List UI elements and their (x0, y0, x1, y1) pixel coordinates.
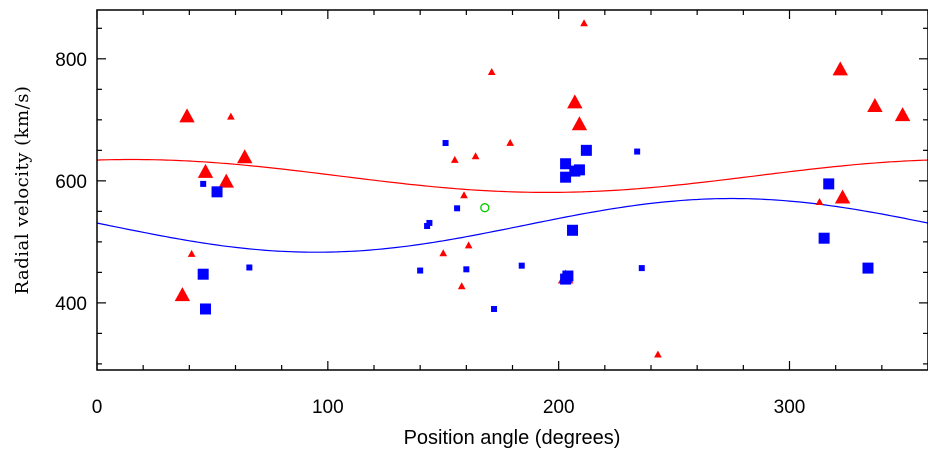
blue-square-point (818, 232, 830, 244)
model-curves (96, 158, 928, 253)
y-axis-title: Radial velocity (km/s) (12, 86, 33, 295)
model-curve-blue (96, 197, 928, 253)
x-tick-label: 0 (92, 397, 103, 418)
red-triangle-point (197, 163, 214, 178)
blue-square-point (200, 180, 207, 187)
red-triangle-point (487, 68, 496, 76)
blue-square-point (197, 268, 209, 280)
blue-square-point (862, 262, 874, 274)
data-points (174, 19, 911, 358)
blue-square-point (246, 264, 253, 271)
red-triangle-point (464, 241, 473, 249)
red-triangle-point (567, 94, 583, 109)
blue-square-point (199, 303, 211, 315)
red-triangle-point (580, 19, 588, 27)
x-tick-label: 300 (774, 397, 806, 418)
y-tick-label: 600 (55, 172, 87, 193)
red-triangle-point (832, 61, 848, 76)
x-tick-label: 200 (543, 397, 575, 418)
blue-square-point (823, 178, 835, 190)
green-circle-point (480, 203, 490, 213)
y-tick-label: 400 (55, 294, 87, 315)
x-tick-label: 100 (312, 397, 344, 418)
blue-square-point (426, 219, 433, 226)
blue-square-point (634, 148, 641, 155)
axis-ticks: 0 100 200 300 400 600 800 (55, 10, 928, 418)
red-triangle-point (218, 173, 234, 188)
blue-square-point (560, 171, 572, 183)
red-triangle-point (571, 116, 588, 131)
blue-square-point (580, 144, 592, 156)
blue-square-point (211, 186, 223, 198)
red-triangle-point (439, 249, 448, 257)
blue-square-point (560, 158, 572, 170)
red-triangle-point (227, 112, 235, 120)
blue-square-point (567, 224, 579, 236)
blue-square-point (454, 205, 461, 212)
blue-square-point (463, 266, 470, 273)
red-triangle-point (450, 155, 459, 163)
red-triangle-point (237, 149, 253, 164)
blue-square-point (638, 265, 645, 272)
red-triangle-point (460, 191, 468, 199)
blue-square-point (442, 140, 449, 147)
red-triangle-point (654, 350, 662, 358)
blue-square-point (424, 223, 431, 229)
blue-square-point (573, 164, 585, 176)
blue-square-point (491, 305, 498, 312)
blue-square-point (518, 262, 525, 269)
red-triangle-point (867, 98, 883, 113)
y-tick-label: 800 (55, 50, 87, 71)
red-triangle-point (894, 107, 911, 122)
blue-square-point (417, 267, 424, 274)
red-triangle-point (457, 282, 466, 290)
red-triangle-point (179, 108, 195, 123)
red-triangle-point (471, 152, 480, 160)
red-triangle-point (187, 249, 196, 257)
red-triangle-point (834, 189, 851, 204)
blue-square-point (562, 270, 574, 282)
x-axis-title: Position angle (degrees) (404, 427, 621, 449)
red-triangle-point (815, 198, 824, 206)
red-triangle-point (174, 287, 191, 302)
model-curve-red (96, 158, 928, 193)
red-triangle-point (506, 138, 515, 146)
